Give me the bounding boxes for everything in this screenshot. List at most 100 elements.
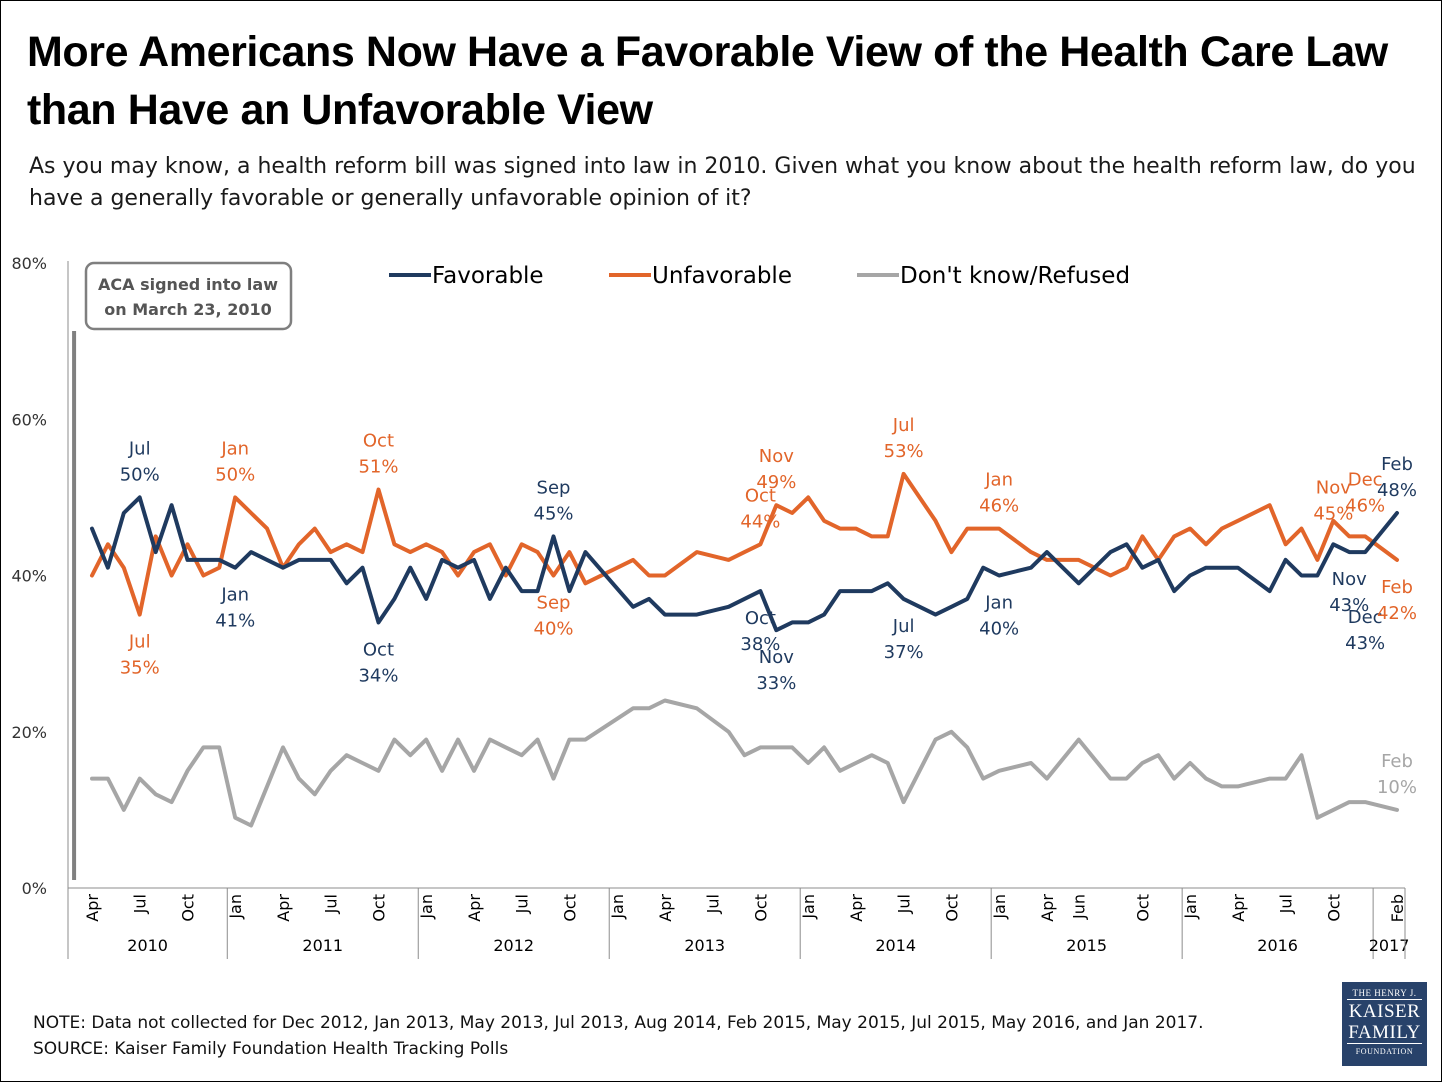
data-label-value: 43% (1345, 633, 1385, 654)
data-label-month: Jul (892, 415, 915, 436)
x-tick-label: Jul (322, 894, 341, 914)
data-label-month: Oct (745, 608, 776, 629)
data-label-month: Sep (537, 593, 571, 614)
data-label-value: 41% (215, 611, 255, 632)
series-line-favorable (90, 495, 1399, 633)
data-label-value: 50% (120, 464, 160, 485)
year-label: 2010 (127, 936, 168, 955)
data-label-month: Oct (745, 485, 776, 506)
data-label-value: 51% (358, 457, 398, 478)
x-tick-label: Jul (895, 894, 914, 914)
y-tick-label: 60% (11, 410, 47, 429)
data-label-month: Jan (984, 593, 1013, 614)
year-label: 2011 (302, 936, 343, 955)
legend-label: Favorable (432, 263, 544, 289)
data-label-value: 46% (1345, 496, 1385, 517)
x-tick-label: Jun (1070, 894, 1089, 920)
x-tick-label: Jan (1181, 894, 1200, 920)
chart-subtitle: As you may know, a health reform bill wa… (29, 154, 1416, 211)
data-label-month: Dec (1348, 607, 1383, 628)
x-tick-label: Apr (1038, 894, 1057, 922)
data-label-value: 10% (1377, 777, 1417, 798)
x-tick-label: Apr (274, 894, 293, 922)
logo-line-2: KAISER (1348, 1001, 1421, 1022)
series-line-don-t-know-refused (90, 698, 1399, 828)
year-label: 2012 (493, 936, 534, 955)
legend-label: Unfavorable (652, 263, 792, 289)
data-label-value: 40% (979, 619, 1019, 640)
data-label-month: Feb (1381, 454, 1413, 475)
data-label-month: Jul (892, 616, 915, 637)
data-label-month: Nov (1332, 569, 1367, 590)
data-label-value: 49% (756, 472, 796, 493)
logo-line-1: THE HENRY J. (1352, 988, 1417, 998)
x-tick-label: Oct (560, 894, 579, 922)
data-label-value: 44% (740, 511, 780, 532)
x-tick-label: Apr (83, 894, 102, 922)
logo-line-3: FAMILY (1348, 1022, 1421, 1043)
x-tick-label: Jan (799, 894, 818, 920)
x-tick-label: Jan (990, 894, 1009, 920)
data-label-value: 45% (1313, 503, 1353, 524)
data-label-value: 35% (120, 658, 160, 679)
data-label-value: 34% (358, 665, 398, 686)
data-label-value: 37% (884, 642, 924, 663)
data-label-month: Jan (984, 470, 1013, 491)
aca-callout-box (84, 261, 293, 331)
y-tick-label: 0% (22, 879, 47, 898)
x-tick-label: Oct (942, 894, 961, 922)
data-label-month: Nov (759, 647, 794, 668)
data-label-value: 53% (884, 441, 924, 462)
data-label-value: 40% (534, 619, 574, 640)
data-label-value: 33% (756, 673, 796, 694)
x-tick-label: Jul (704, 894, 723, 914)
data-label-month: Nov (759, 446, 794, 467)
x-tick-label: Apr (1229, 894, 1248, 922)
x-tick-label: Oct (1324, 894, 1343, 922)
data-label-value: 43% (1329, 595, 1369, 616)
x-tick-label: Feb (1388, 894, 1407, 922)
x-tick-label: Oct (178, 894, 197, 922)
y-tick-label: 40% (11, 567, 47, 586)
logo-line-4: FOUNDATION (1355, 1047, 1414, 1056)
data-label-month: Jan (220, 438, 249, 459)
x-tick-label: Jan (226, 894, 245, 920)
data-label-value: 48% (1377, 480, 1417, 501)
year-label: 2013 (684, 936, 725, 955)
legend-label: Don't know/Refused (900, 263, 1130, 289)
data-label-month: Feb (1381, 751, 1413, 772)
x-tick-label: Apr (465, 894, 484, 922)
data-label-month: Jul (128, 632, 151, 653)
x-tick-label: Oct (1133, 894, 1152, 922)
data-label-month: Oct (363, 639, 394, 660)
data-label-value: 45% (534, 503, 574, 524)
data-label-month: Dec (1348, 470, 1383, 491)
x-tick-label: Jan (417, 894, 436, 920)
y-tick-label: 20% (11, 723, 47, 742)
x-tick-label: Jan (608, 894, 627, 920)
data-label-value: 42% (1377, 603, 1417, 624)
data-label-month: Sep (537, 477, 571, 498)
data-label-month: Jan (220, 585, 249, 606)
kff-logo: THE HENRY J. KAISER FAMILY FOUNDATION (1342, 982, 1427, 1066)
x-tick-label: Jul (131, 894, 150, 914)
x-tick-label: Jul (513, 894, 532, 914)
year-label: 2016 (1257, 936, 1298, 955)
y-tick-label: 80% (11, 254, 47, 273)
year-label: 2014 (875, 936, 916, 955)
x-tick-label: Apr (847, 894, 866, 922)
data-label-month: Nov (1316, 477, 1351, 498)
data-label-value: 46% (979, 496, 1019, 517)
x-tick-label: Oct (369, 894, 388, 922)
x-tick-label: Apr (656, 894, 675, 922)
line-chart: 0% 20% 40% 60% 80% 2010 2011 2012 2013 2014 2015 20… (11, 254, 1417, 959)
data-label-month: Feb (1381, 577, 1413, 598)
data-label-month: Jul (128, 438, 151, 459)
data-label-value: 50% (215, 464, 255, 485)
chart-title: More Americans Now Have a Favorable View… (27, 28, 1388, 134)
chart-source: SOURCE: Kaiser Family Foundation Health … (33, 1039, 509, 1059)
data-label-value: 38% (740, 634, 780, 655)
year-label: 2017 (1369, 936, 1410, 955)
data-label-month: Oct (363, 431, 394, 452)
